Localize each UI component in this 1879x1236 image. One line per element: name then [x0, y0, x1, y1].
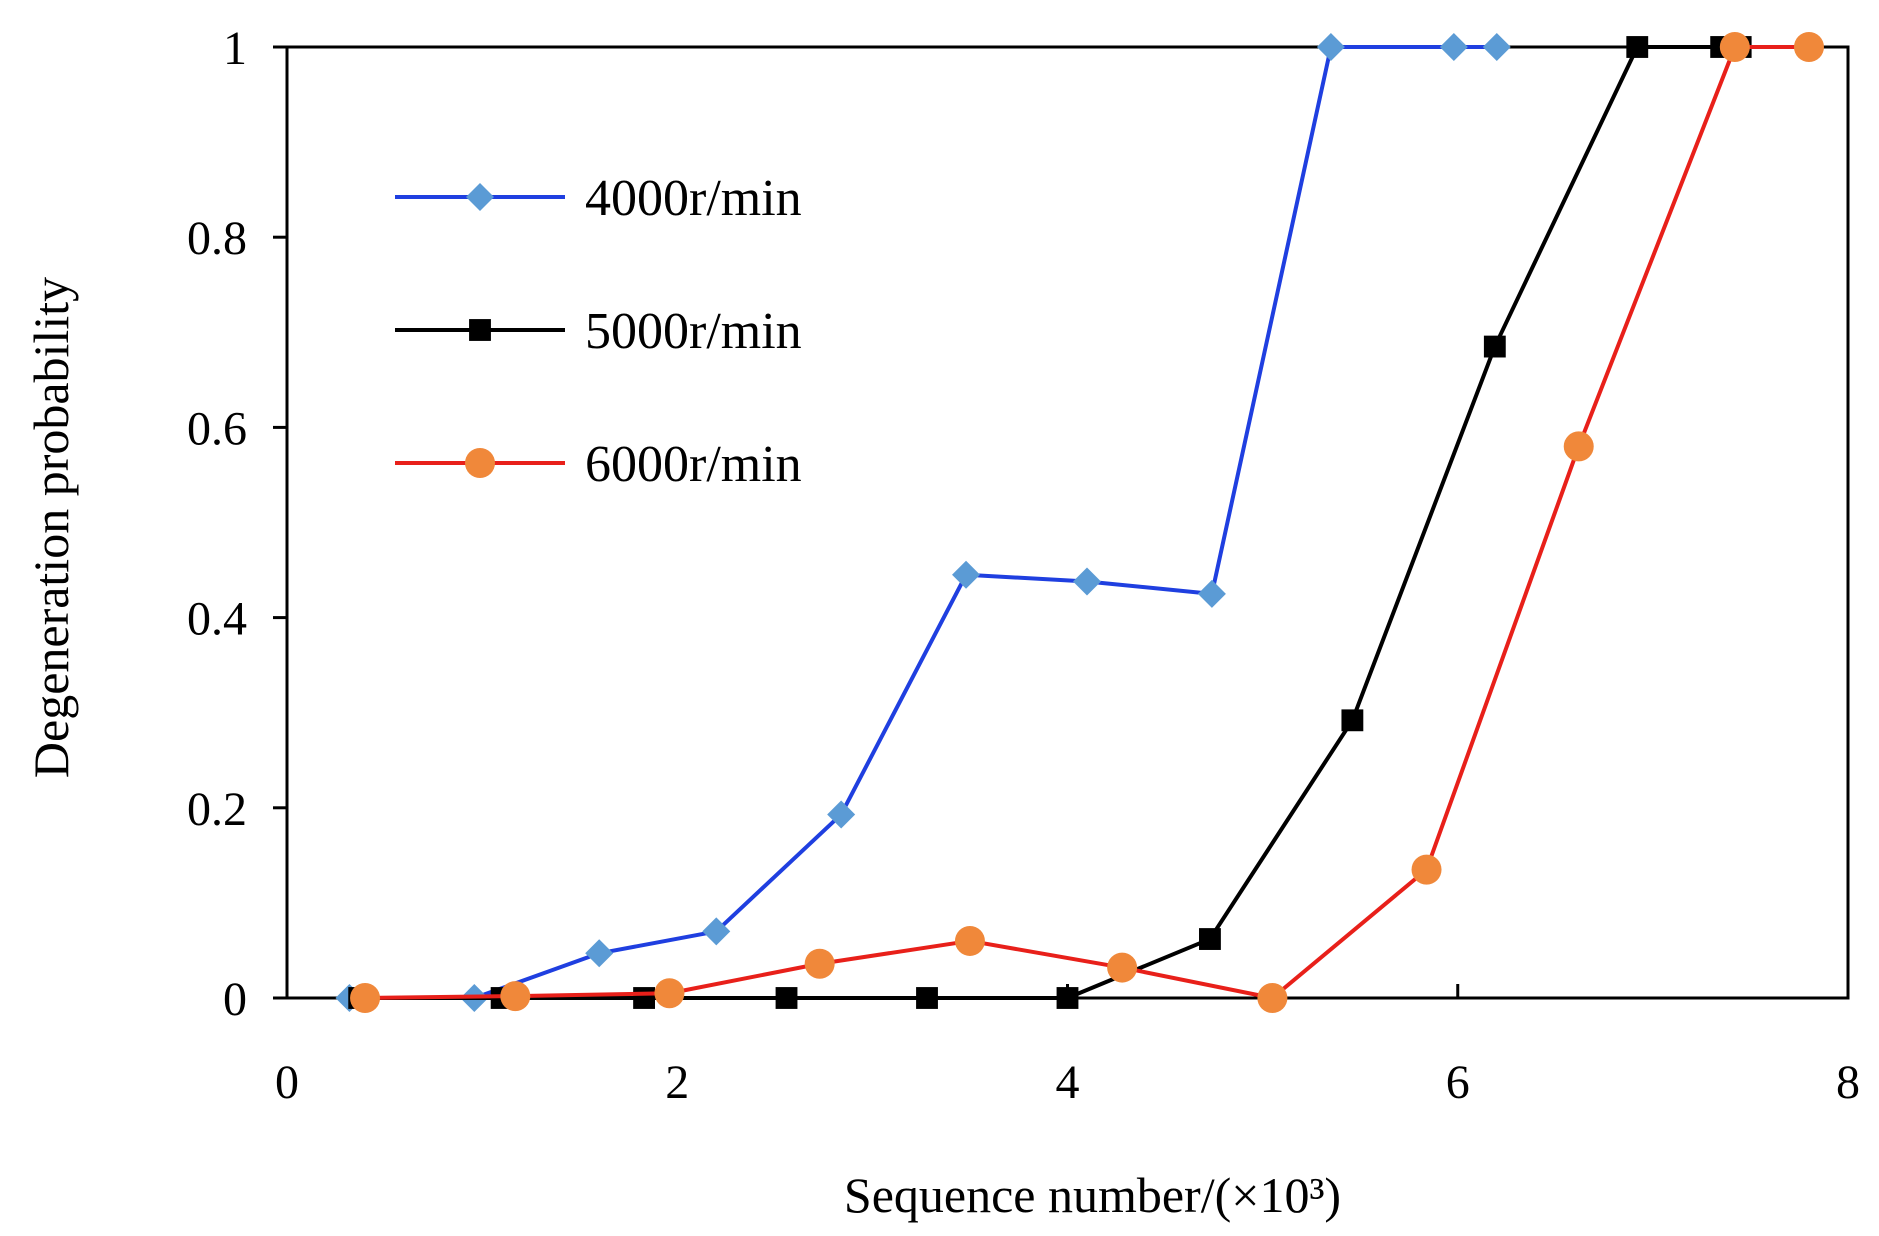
y-tick-label: 0.6	[187, 402, 247, 455]
series-line	[349, 45, 1497, 1000]
plot-area	[285, 45, 1850, 1000]
data-point-circle	[1257, 983, 1288, 1013]
data-point-square	[1626, 36, 1649, 58]
y-tick-label: 0.8	[187, 212, 247, 265]
data-point-diamond	[952, 560, 981, 589]
legend-label: 6000r/min	[585, 436, 802, 493]
legend: 4000r/min 5000r/min 6000r/min	[395, 170, 802, 493]
y-tick-label: 0.4	[187, 593, 247, 646]
x-tick-label: 6	[1446, 1056, 1470, 1109]
data-point-diamond	[1439, 33, 1468, 61]
data-point-square	[916, 987, 938, 1009]
data-point-circle	[350, 983, 381, 1013]
data-point-diamond	[1073, 567, 1102, 596]
data-point-circle	[804, 948, 835, 979]
data-point-diamond	[466, 183, 494, 211]
data-point-square	[469, 319, 491, 341]
series-4000r-min	[335, 33, 1511, 1012]
legend-label: 4000r/min	[585, 170, 802, 227]
series-6000r-min	[350, 32, 1824, 1013]
data-point-diamond	[585, 939, 614, 968]
axis-ticks: 0 2 4 6 8 0 0.2 0.4 0.6 0.8 1	[187, 22, 1860, 1109]
data-point-diamond	[827, 800, 856, 829]
series-5000r-min	[348, 36, 1752, 1009]
data-point-diamond	[702, 917, 731, 946]
data-point-circle	[1107, 952, 1138, 983]
data-point-circle	[500, 981, 531, 1012]
data-point-square	[1483, 335, 1506, 358]
x-tick-label: 0	[275, 1056, 299, 1109]
y-axis-title: Degeneration probability	[23, 277, 79, 778]
legend-label: 5000r/min	[585, 303, 802, 360]
x-axis-title: Sequence number/(×10³)	[844, 1167, 1341, 1223]
data-point-circle	[654, 978, 685, 1009]
x-tick-label: 4	[1056, 1056, 1080, 1109]
series-line	[359, 45, 1741, 1000]
data-point-diamond	[1482, 33, 1511, 61]
legend-item: 6000r/min	[395, 436, 802, 493]
data-point-square	[1199, 928, 1221, 950]
data-point-square	[633, 987, 655, 1009]
plot-frame	[285, 45, 1850, 1000]
data-point-circle	[1793, 32, 1824, 62]
series-layer	[335, 32, 1824, 1013]
y-tick-label: 1	[223, 22, 247, 75]
data-point-diamond	[1197, 579, 1226, 608]
data-point-square	[1056, 987, 1079, 1009]
data-point-square	[775, 987, 798, 1009]
y-tick-label: 0.2	[187, 783, 247, 836]
data-point-diamond	[1316, 33, 1345, 61]
data-point-circle	[1411, 854, 1442, 885]
legend-item: 4000r/min	[395, 170, 802, 227]
y-tick-label: 0	[223, 973, 247, 1026]
data-point-circle	[1719, 32, 1750, 62]
x-tick-label: 8	[1836, 1056, 1860, 1109]
legend-item: 5000r/min	[395, 303, 802, 360]
series-line	[365, 45, 1809, 1000]
data-point-square	[1341, 709, 1364, 732]
data-point-circle	[465, 448, 495, 478]
data-point-circle	[954, 925, 985, 956]
x-tick-label: 2	[665, 1056, 689, 1109]
data-point-circle	[1563, 431, 1594, 462]
